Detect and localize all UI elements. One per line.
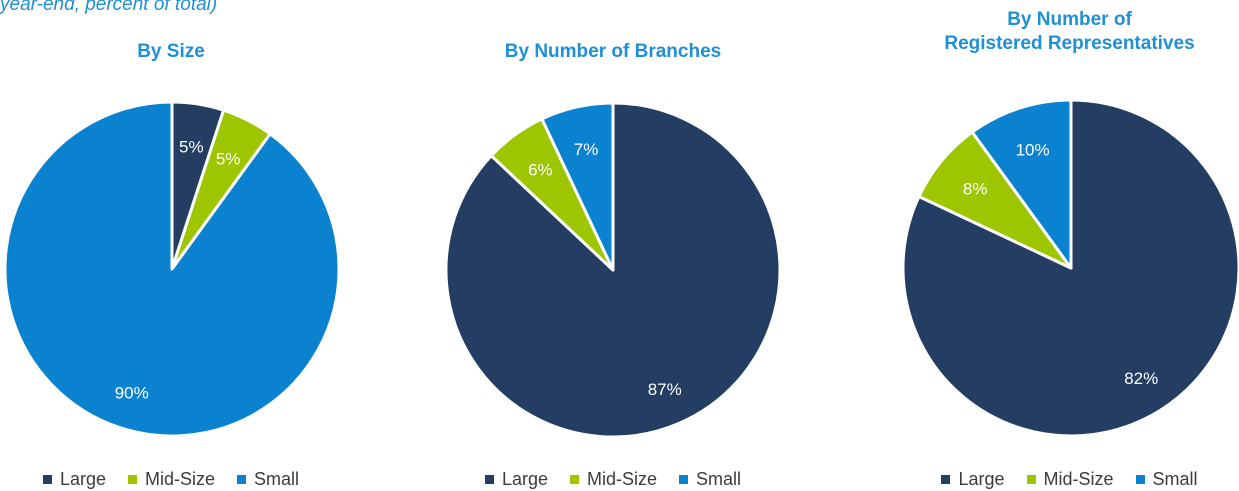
pie-label-large: 5% [179,137,204,156]
legend-item-large: Large [484,467,548,491]
legend-by-branches: Large Mid-Size Small [442,467,784,491]
pie-chart-by-size: 5% 5% 90% [3,100,341,438]
legend-label-mid-size: Mid-Size [1043,469,1114,489]
legend-label-large: Large [958,469,1005,489]
pie-slice-small [970,98,1073,270]
legend-by-representatives: Large Mid-Size Small [900,467,1239,491]
pie-chart-by-branches: 87% 6% 7% [444,101,782,439]
legend-item-small: Small [679,467,741,491]
pie-slice-large [901,98,1239,438]
legend-item-mid-size: Mid-Size [1026,467,1114,491]
legend-label-mid-size: Mid-Size [587,469,658,489]
pie-label-large: 87% [648,380,682,399]
pie-label-small: 10% [1016,140,1050,159]
legend-label-large: Large [501,469,548,489]
chart-subtitle: year-end, percent of total) [0,0,218,15]
legend-swatch-large [941,474,951,484]
legend-swatch-mid-size [570,474,579,484]
legend-item-large: Large [42,467,106,491]
legend-swatch-small [1135,474,1145,484]
pie-panel-by-representatives: By Number of Registered Representatives … [900,0,1239,491]
legend-label-small: Small [696,469,742,489]
legend-item-small: Small [1135,467,1198,491]
pie-label-mid-size: 6% [528,161,553,180]
legend-label-mid-size: Mid-Size [145,469,216,489]
legend-swatch-mid-size [128,474,137,484]
pie-title-by-representatives: By Number of Registered Representatives [900,8,1239,56]
pie-label-mid-size: 5% [216,149,241,168]
pie-title-by-branches: By Number of Branches [504,41,722,62]
pie-title-line-2: Registered Representatives [944,33,1195,54]
pie-chart-by-representatives: 82% 8% 10% [901,98,1239,438]
legend-item-small: Small [237,467,299,491]
pie-title-line-1: By Number of [1007,9,1132,30]
legend-swatch-mid-size [1026,474,1036,484]
pie-label-small: 7% [574,140,599,159]
legend-label-large: Large [59,469,106,489]
legend-swatch-small [237,474,247,484]
legend-item-mid-size: Mid-Size [570,467,657,491]
pie-panel-by-branches: By Number of Branches 87% 6% 7% Large Mid-S… [442,0,784,491]
legend-item-mid-size: Mid-Size [128,467,215,491]
pie-slice-small [3,100,341,438]
legend-swatch-large [42,474,52,484]
pie-label-small: 90% [115,383,149,402]
pie-title-by-size: By Size [137,41,205,62]
legend-item-large: Large [941,467,1005,491]
legend-label-small: Small [254,469,300,489]
legend-swatch-small [679,474,689,484]
pie-label-mid-size: 8% [963,179,988,198]
legend-swatch-large [484,474,494,484]
pie-panel-by-size: By Size 5% 5% 90% Large Mid-Size Small [0,0,342,491]
legend-label-small: Small [1152,469,1198,489]
pie-label-large: 82% [1124,369,1158,388]
pie-slice-small [540,101,615,272]
legend-by-size: Large Mid-Size Small [0,467,342,491]
